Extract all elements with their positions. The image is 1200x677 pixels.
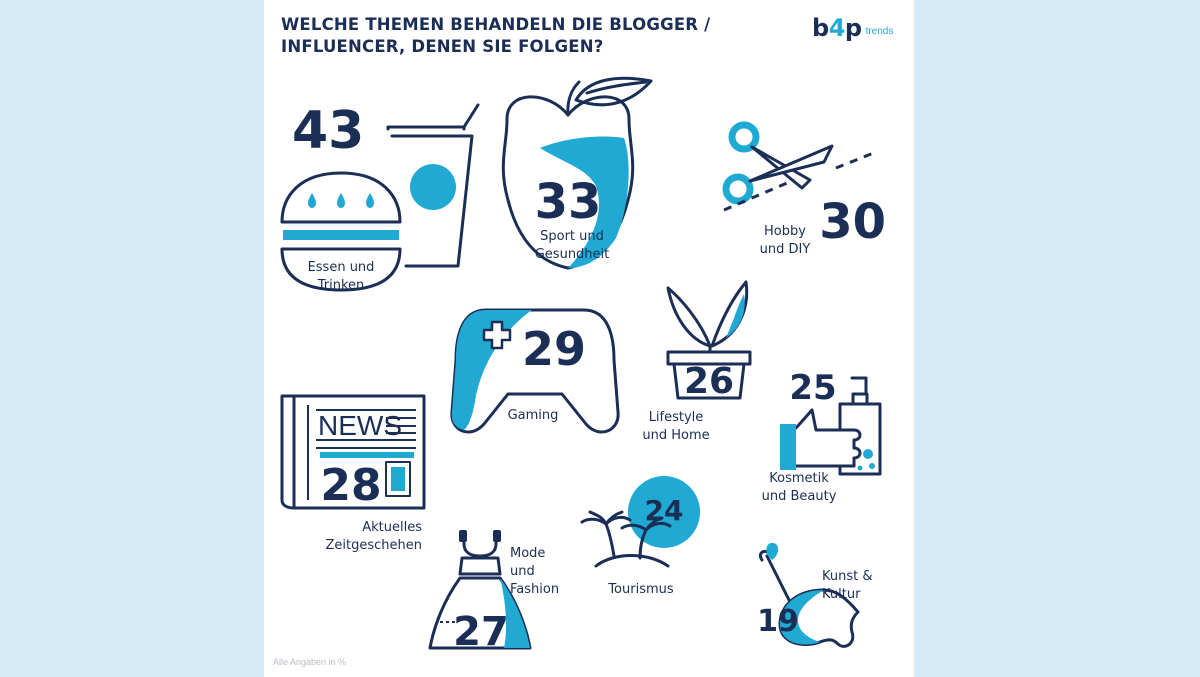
category-hobby xyxy=(722,121,877,212)
newspaper-headline: NEWS xyxy=(318,410,402,441)
dress-icon xyxy=(428,530,532,650)
value-label: 30 xyxy=(819,194,886,250)
category-sport xyxy=(501,76,653,270)
value-label: 43 xyxy=(292,101,364,161)
category-fashion xyxy=(428,530,532,650)
data-values: 43 33 30 29 28 27 26 25 24 19 xyxy=(292,101,886,655)
category-art xyxy=(758,542,860,648)
value-label: 28 xyxy=(320,460,381,511)
category-label: Hobby und DIY xyxy=(760,224,811,257)
footnote: Alle Angaben in % xyxy=(273,657,347,667)
value-label: 29 xyxy=(522,322,586,376)
value-label: 33 xyxy=(535,174,602,230)
data-labels: Essen und Trinken Sport und Gesundheit Hobby… xyxy=(308,224,873,602)
value-label: 19 xyxy=(757,604,799,639)
b4p-logo: b4p trends xyxy=(812,14,894,42)
infographic-art: NEWS xyxy=(280,76,886,655)
category-lifestyle xyxy=(666,280,752,400)
category-label: Essen und Trinken xyxy=(308,260,375,293)
category-label: Kunst & Kultur xyxy=(822,569,873,602)
gamepad-icon xyxy=(450,308,620,434)
scissors-icon xyxy=(722,121,877,212)
category-label: Aktuelles Zeitgeschehen xyxy=(326,520,423,553)
value-label: 25 xyxy=(789,368,836,408)
category-label: Kosmetik und Beauty xyxy=(762,471,837,504)
infographic-card: WELCHE THEMEN BEHANDELN DIE BLOGGER / IN… xyxy=(264,0,914,677)
value-label: 27 xyxy=(453,609,509,655)
value-label: 26 xyxy=(684,361,734,402)
palm-island-icon xyxy=(580,510,672,568)
category-label: Gaming xyxy=(508,408,559,423)
category-label: Tourismus xyxy=(607,582,674,597)
page-title: WELCHE THEMEN BEHANDELN DIE BLOGGER / IN… xyxy=(281,15,711,56)
value-label: 24 xyxy=(645,494,684,527)
category-gaming xyxy=(450,308,620,434)
category-label: Sport und Gesundheit xyxy=(535,229,610,262)
category-travel xyxy=(580,476,700,568)
category-news: NEWS xyxy=(280,394,426,510)
plant-pot-icon xyxy=(666,280,752,400)
category-beauty xyxy=(780,376,882,476)
category-label: Mode und Fashion xyxy=(510,546,559,597)
category-food xyxy=(280,103,480,292)
category-label: Lifestyle und Home xyxy=(642,410,709,443)
